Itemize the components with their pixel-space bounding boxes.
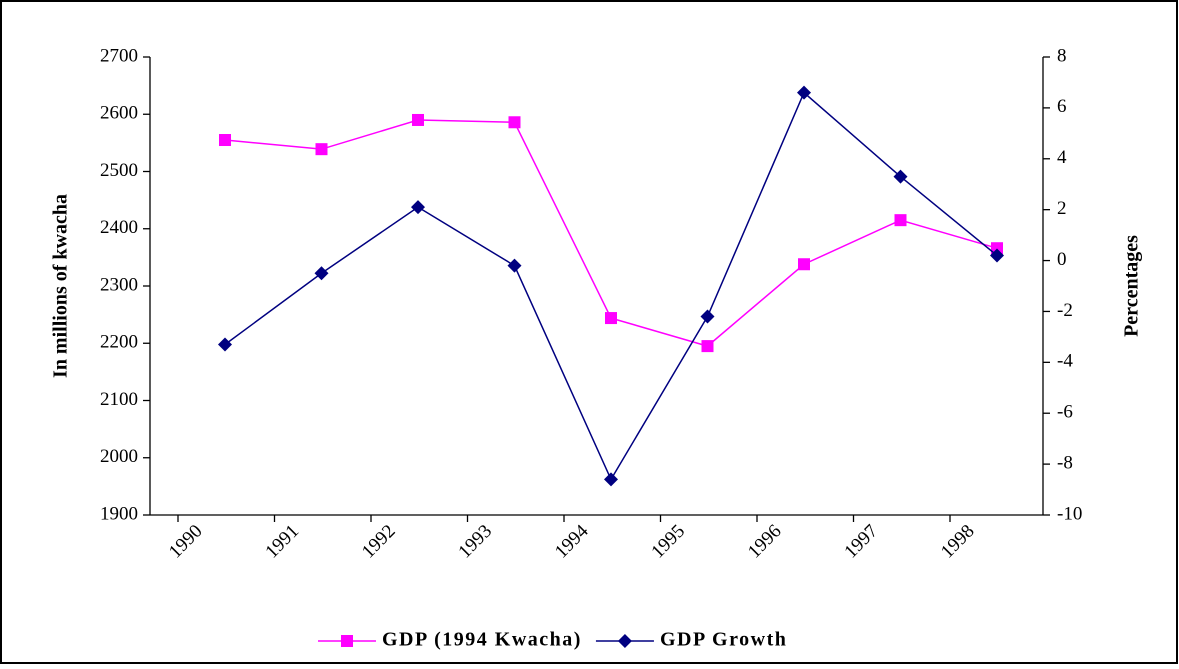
data-point <box>507 258 522 273</box>
data-point <box>797 85 811 100</box>
y2-tick-label: 4 <box>1057 147 1067 168</box>
data-point <box>508 116 521 129</box>
y2-axis-title: Percentages <box>1121 235 1143 337</box>
data-point <box>412 113 424 126</box>
y2-tick-label: -8 <box>1057 452 1073 473</box>
data-point <box>315 143 328 156</box>
y-tick-label: 2600 <box>100 103 138 124</box>
data-point <box>604 472 618 487</box>
legend-label: GDP (1994 Kwacha) <box>382 629 582 651</box>
data-point <box>893 169 908 184</box>
y-tick-label: 2700 <box>100 45 138 66</box>
y2-tick-label: 2 <box>1057 198 1067 219</box>
y2-tick-label: -6 <box>1057 402 1073 423</box>
legend-marker <box>617 634 632 648</box>
y-tick-label: 2300 <box>100 274 138 295</box>
y2-tick-label: -4 <box>1057 351 1073 372</box>
data-point <box>411 200 425 215</box>
y-tick-label: 2000 <box>100 446 138 467</box>
data-point <box>700 309 715 324</box>
data-point <box>314 266 329 281</box>
data-point <box>605 312 617 325</box>
y-tick-label: 2200 <box>100 332 138 353</box>
y2-tick-label: -2 <box>1057 300 1073 321</box>
y2-tick-label: -10 <box>1057 503 1082 524</box>
y-axis-title: In millions of kwacha <box>50 194 72 378</box>
data-point <box>798 258 810 271</box>
y-tick-label: 2400 <box>100 217 138 238</box>
data-point <box>991 242 1003 255</box>
data-point <box>990 248 1004 263</box>
y2-tick-label: 8 <box>1057 45 1067 66</box>
data-point <box>219 134 231 147</box>
data-point <box>894 214 907 227</box>
legend-label: GDP Growth <box>660 629 787 651</box>
y2-tick-label: 6 <box>1057 96 1067 117</box>
y-tick-label: 2500 <box>100 160 138 181</box>
y-tick-label: 2100 <box>100 389 138 410</box>
data-point <box>218 337 232 352</box>
y-tick-label: 1900 <box>100 503 138 524</box>
y2-tick-label: 0 <box>1057 249 1067 270</box>
legend-marker <box>341 635 353 647</box>
data-point <box>701 340 714 353</box>
